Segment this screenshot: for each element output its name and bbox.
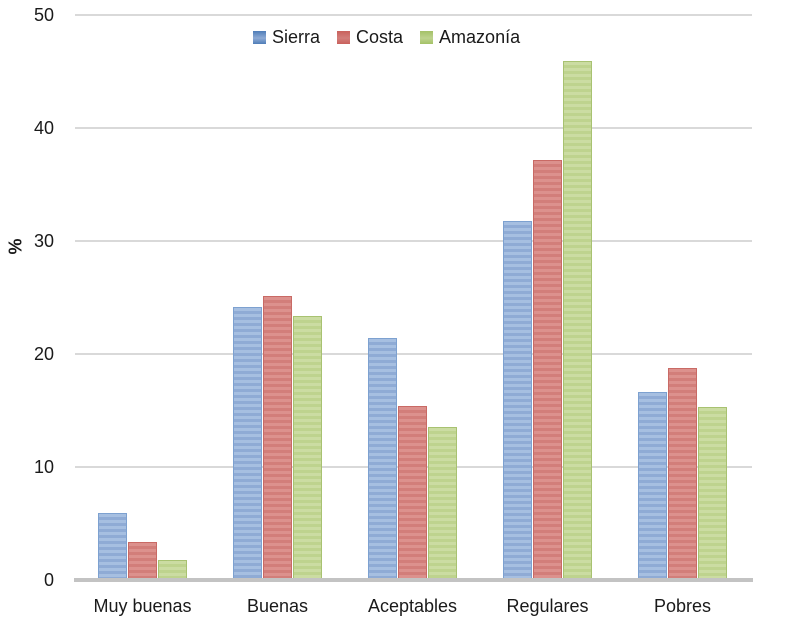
y-tick-label-10: 10: [33, 457, 54, 477]
gridline-20: [75, 353, 752, 355]
bar-sierra-buenas: [232, 307, 262, 580]
y-tick-label-20: 20: [33, 344, 54, 364]
bar-sierra-regulares: [502, 221, 532, 580]
legend-label-costa: Costa: [356, 27, 404, 47]
bar-sierra-muy-buenas: [97, 513, 127, 580]
bar-amazonia-buenas: [292, 316, 322, 580]
legend-item-amazonia: Amazonía: [420, 27, 520, 47]
bar-amazonia-regulares: [562, 61, 592, 580]
x-category-label-buenas: Buenas: [246, 596, 309, 616]
bar-amazonia-muy-buenas: [157, 560, 187, 580]
x-category-label-muy-buenas: Muy buenas: [93, 596, 192, 616]
legend-label-amazonia: Amazonía: [439, 27, 521, 47]
y-tick-label-30: 30: [33, 231, 54, 251]
gridline-40: [75, 127, 752, 129]
x-axis-line: [74, 578, 753, 582]
legend-swatch-sierra-icon: [253, 30, 266, 44]
legend-item-costa: Costa: [337, 27, 403, 47]
bar-amazonia-pobres: [697, 407, 727, 580]
bar-costa-pobres: [667, 368, 697, 580]
gridline-30: [75, 240, 752, 242]
legend-swatch-amazonia-icon: [420, 30, 434, 44]
y-tick-label-50: 50: [33, 5, 54, 25]
legend-item-sierra: Sierra: [253, 27, 320, 47]
y-tick-label-0: 0: [43, 570, 54, 590]
bar-sierra-pobres: [637, 392, 667, 580]
bar-costa-buenas: [262, 296, 292, 580]
x-category-label-regulares: Regulares: [506, 596, 589, 616]
legend-swatch-costa-icon: [337, 30, 351, 44]
gridline-50: [75, 14, 752, 16]
bar-sierra-aceptables: [367, 338, 397, 580]
bar-amazonia-aceptables: [427, 427, 457, 580]
bar-costa-aceptables: [397, 406, 427, 580]
bar-costa-muy-buenas: [127, 542, 157, 580]
x-category-label-aceptables: Aceptables: [367, 596, 458, 616]
legend-label-sierra: Sierra: [272, 27, 321, 47]
bar-costa-regulares: [532, 160, 562, 580]
y-tick-label-40: 40: [33, 118, 54, 138]
legend: Sierra Costa Amazonía: [253, 27, 520, 47]
x-category-label-pobres: Pobres: [653, 596, 712, 616]
